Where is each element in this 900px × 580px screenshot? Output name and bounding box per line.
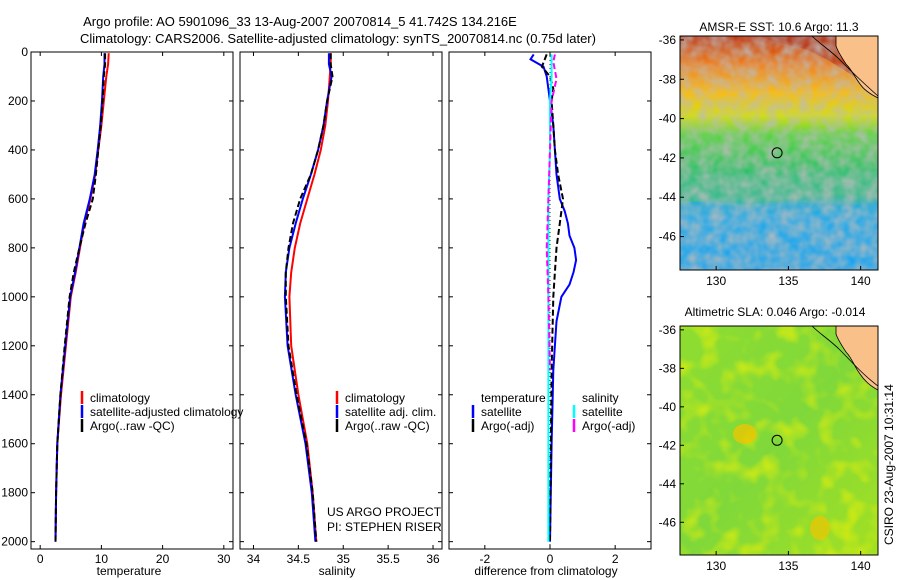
series-salinity-argo-adj--line: [545, 54, 558, 371]
sst-map-title: AMSR-E SST: 10.6 Argo: 11.3: [699, 20, 859, 34]
y-tick-label: 1000: [1, 290, 28, 304]
temperature-xlabel: temperature: [97, 564, 162, 578]
x-tick-label: 0: [547, 552, 554, 566]
legend-label-argo: Argo(..raw -QC): [345, 419, 430, 433]
legend-group-salinity: salinity: [582, 391, 619, 405]
temperature-panel: 0 10 20 30 0 200 400 600 800 1000 1200 1400 1600 180…: [1, 45, 243, 578]
salinity-xlabel: salinity: [319, 564, 356, 578]
sst-map-panel: AMSR-E SST: 10.6 Argo: 11.3 130 135 140 -3…: [659, 20, 879, 288]
y-tick-label: 0: [21, 45, 28, 59]
map-x-tick-label: 135: [778, 559, 798, 573]
legend-label-climatology: climatology: [345, 391, 405, 405]
x-tick-label: -2: [480, 552, 491, 566]
x-tick-label: 2: [612, 552, 619, 566]
salinity-legend: climatology satellite adj. clim. Argo(..…: [335, 391, 436, 433]
map-x-tick-label: 135: [778, 274, 798, 288]
y-tick-label: 1600: [1, 437, 28, 451]
y-tick-label: 1200: [1, 339, 28, 353]
x-tick-label: 35: [337, 552, 351, 566]
x-tick-label: 34: [247, 552, 261, 566]
sla-map-title: Altimetric SLA: 0.046 Argo: -0.014: [685, 305, 866, 319]
legend-label-temperature-satellite: satellite: [481, 405, 522, 419]
map-y-tick-label: -38: [659, 361, 677, 375]
y-tick-label: 2000: [1, 535, 28, 549]
legend-group-temperature: temperature: [481, 391, 546, 405]
y-tick-label: 1800: [1, 486, 28, 500]
series-argo-raw-qc--line: [284, 53, 334, 542]
map-x-tick-label: 140: [851, 559, 871, 573]
map-y-tick-label: -38: [659, 72, 677, 86]
sst-coastline: [811, 36, 878, 97]
series-temperature-satellite-line: [529, 53, 578, 542]
series-satellite-adjusted-climatology-line: [54, 53, 106, 542]
x-tick-label: 10: [95, 552, 109, 566]
y-tick-label: 200: [8, 94, 28, 108]
sla-texture: [680, 326, 878, 555]
project-annotation-line1: US ARGO PROJECT: [327, 505, 442, 519]
sst-map-frame: [679, 35, 879, 271]
series-salinity-satellite-line: [547, 54, 553, 542]
x-tick-label: 30: [217, 552, 231, 566]
legend-label-salinity-satellite: satellite: [582, 405, 623, 419]
legend-label-climatology: climatology: [90, 391, 150, 405]
map-y-tick-label: -44: [659, 190, 677, 204]
y-tick-label: 400: [8, 143, 28, 157]
map-y-tick-label: -40: [659, 400, 677, 414]
map-y-tick-label: -40: [659, 112, 677, 126]
map-x-tick-label: 130: [706, 274, 726, 288]
figure-title-line2: Climatology: CARS2006. Satellite-adjuste…: [80, 31, 596, 46]
project-annotation-line2: PI: STEPHEN RISER: [327, 520, 442, 534]
x-tick-label: 0: [37, 552, 44, 566]
y-tick-label: 800: [8, 241, 28, 255]
x-tick-label: 35.5: [376, 552, 400, 566]
legend-label-salinity-argo: Argo(-adj): [582, 419, 635, 433]
map-y-tick-label: -46: [659, 230, 677, 244]
temperature-legend: climatology satellite-adjusted climatolo…: [80, 391, 243, 433]
sst-land: [835, 36, 878, 99]
sla-map-frame: [679, 325, 879, 556]
legend-label-temperature-argo: Argo(-adj): [481, 419, 534, 433]
legend-label-argo: Argo(..raw -QC): [90, 419, 175, 433]
series-temperature-argo-adj--line: [540, 54, 565, 542]
sla-high-anomaly: [810, 516, 830, 540]
map-x-tick-label: 140: [851, 274, 871, 288]
map-y-tick-label: -46: [659, 515, 677, 529]
map-y-tick-label: -36: [659, 323, 677, 337]
x-tick-label: 36: [426, 552, 440, 566]
sst-texture: [680, 36, 878, 270]
series-argo-raw-qc--line: [54, 53, 107, 542]
y-tick-label: 1400: [1, 388, 28, 402]
figure-title-line1: Argo profile: AO 5901096_33 13-Aug-2007 …: [83, 14, 517, 29]
salinity-axes-frame: [239, 51, 443, 550]
temperature-axes-frame: [30, 51, 234, 550]
map-y-tick-label: -42: [659, 438, 677, 452]
difference-xlabel: difference from climatology: [474, 564, 617, 578]
map-y-tick-label: -42: [659, 151, 677, 165]
legend-label-satellite: satellite-adjusted climatology: [90, 405, 243, 419]
credit-stamp: CSIRO 23-Aug-2007 10:31:14: [882, 384, 896, 545]
sla-map-panel: Altimetric SLA: 0.046 Argo: -0.014 130 13…: [659, 305, 879, 573]
legend-label-satellite: satellite adj. clim.: [345, 405, 436, 419]
map-y-tick-label: -44: [659, 477, 677, 491]
sla-coastline: [811, 326, 878, 387]
difference-legend: temperature satellite Argo(-adj) salinit…: [471, 391, 635, 433]
argo-float-marker: [771, 434, 783, 446]
map-x-tick-label: 130: [706, 559, 726, 573]
difference-panel: -2 0 2 difference from climatology tempera…: [448, 51, 652, 578]
salinity-panel: 34 34.5 35 35.5 36 salinity climatology sate…: [239, 51, 443, 578]
sla-high-anomaly: [733, 424, 757, 444]
y-tick-label: 600: [8, 192, 28, 206]
x-tick-label: 20: [156, 552, 170, 566]
x-tick-label: 34.5: [287, 552, 311, 566]
argo-float-marker: [771, 147, 783, 159]
map-y-tick-label: -36: [659, 33, 677, 47]
